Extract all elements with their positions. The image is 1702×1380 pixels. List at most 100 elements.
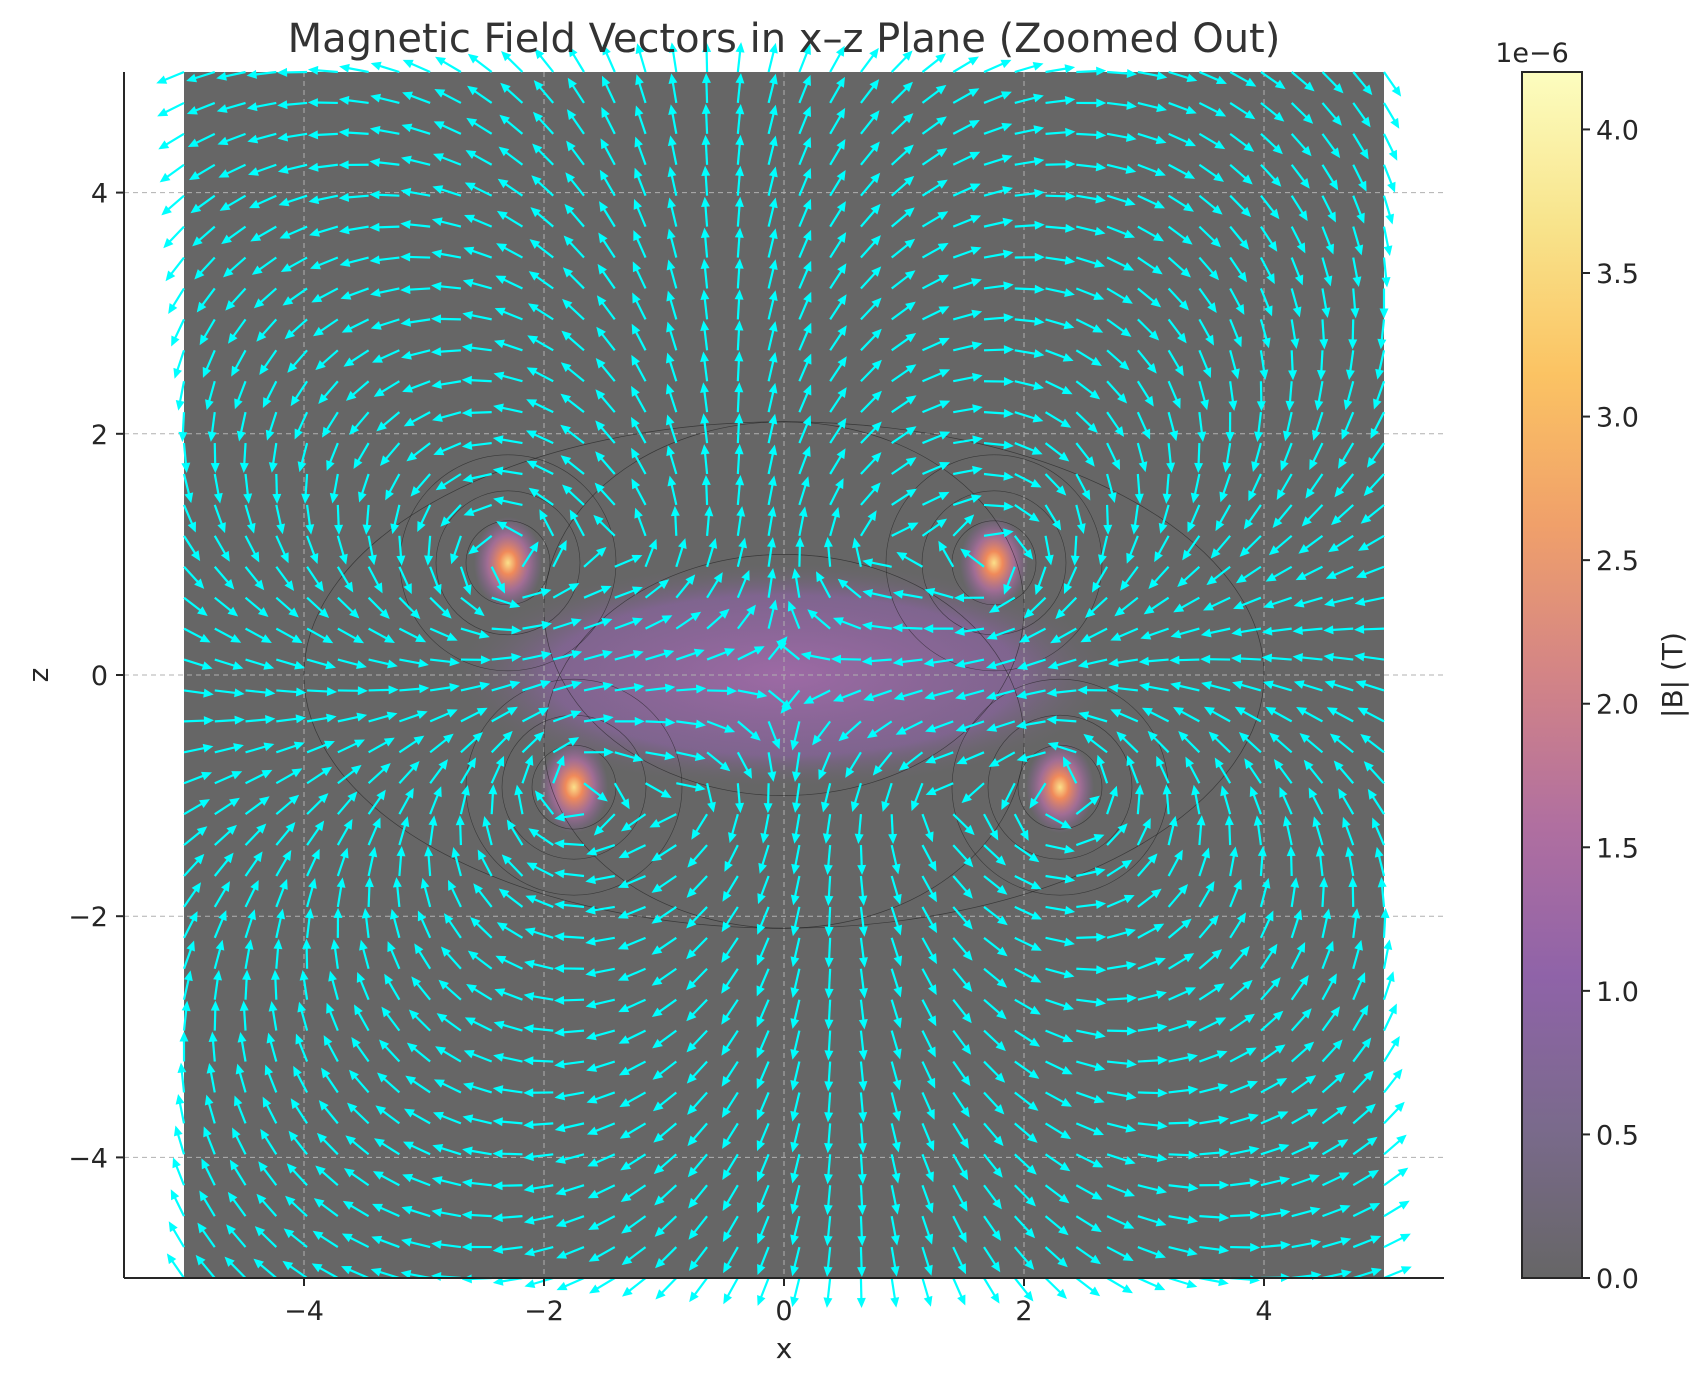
field-vector [1321,1139,1349,1156]
field-vector [406,442,431,462]
field-vector [861,621,892,631]
field-vector [790,906,801,937]
field-vector [492,1181,523,1191]
field-vector [645,751,676,761]
field-vector [583,681,614,692]
field-vector [459,784,470,815]
field-vector [1044,504,1062,531]
field-vector [651,875,677,893]
field-vector [721,999,739,1025]
field-vector [1303,759,1324,784]
field-vector [734,382,744,413]
field-vector [1323,625,1354,635]
field-vector [790,875,801,906]
field-vector [460,627,490,639]
field-vector [890,1030,902,1060]
field-vector [668,73,678,104]
field-vector [554,900,585,910]
field-vector [429,733,454,754]
field-vector [1137,287,1162,308]
field-vector [462,278,492,290]
field-vector [1324,680,1354,692]
field-vector [243,473,253,504]
field-vector [952,56,979,73]
field-vector [1137,1215,1167,1227]
field-vector [1199,1180,1230,1190]
field-vector [463,1082,493,1094]
field-vector [952,119,980,135]
field-vector [498,146,524,166]
field-vector [465,150,493,166]
field-vector [767,382,778,413]
field-vector [1260,1010,1284,1032]
field-vector [1077,658,1108,669]
field-vector [1156,755,1170,784]
current-hotspot [960,516,1028,609]
field-vector [1229,1080,1258,1094]
field-vector [1063,566,1078,595]
field-vector [676,782,706,792]
field-vector [645,717,676,727]
field-vector [823,1185,833,1216]
field-vector [1168,163,1196,179]
field-vector [1244,758,1262,784]
field-vector [668,104,678,135]
field-vector [272,473,282,504]
field-vector [585,905,615,915]
field-vector [756,906,770,935]
y-tick-label: 0 [91,661,108,692]
field-vector [1259,877,1271,908]
field-vector [1214,757,1232,784]
field-vector [302,938,312,969]
field-vector [1198,949,1223,970]
field-vector [554,1059,585,1069]
field-vector [373,380,400,397]
field-vector [700,382,709,413]
field-vector [983,154,1013,166]
field-vector [338,128,369,138]
field-vector [562,267,585,290]
field-vector [213,473,223,504]
field-vector [756,999,770,1028]
field-vector [524,959,554,970]
field-vector [1198,194,1223,215]
field-vector [496,243,523,259]
field-vector [824,999,834,1030]
field-vector [954,593,985,603]
field-vector [1014,220,1045,230]
field-vector [767,599,778,629]
field-vector [614,617,643,630]
field-vector [514,784,524,815]
field-vector [1137,1023,1168,1033]
field-vector [369,158,400,167]
field-vector [304,908,314,938]
field-vector [461,375,492,385]
field-vector [1291,1206,1321,1218]
field-vector [706,608,730,630]
field-vector [1321,195,1336,223]
field-vector [983,1153,1003,1178]
field-vector [953,372,983,383]
field-vector [430,347,461,357]
field-vector [310,256,339,270]
field-vector [306,627,334,644]
field-vector [830,654,861,664]
field-vector [960,548,985,568]
field-vector [431,380,462,389]
field-vector [1168,132,1196,147]
field-vector [1106,1059,1137,1069]
field-vector [1167,411,1179,442]
field-vector [652,1029,677,1049]
field-vector [1076,194,1106,204]
field-vector [620,813,647,832]
field-vector [1168,101,1197,115]
field-vector [213,504,226,534]
field-vector [924,689,954,701]
field-vector [168,1221,185,1248]
field-vector [1248,473,1262,502]
field-vector [667,135,678,165]
field-vector [838,720,862,742]
field-vector [431,1208,462,1218]
field-vector [832,689,862,702]
field-vector [1290,133,1312,157]
